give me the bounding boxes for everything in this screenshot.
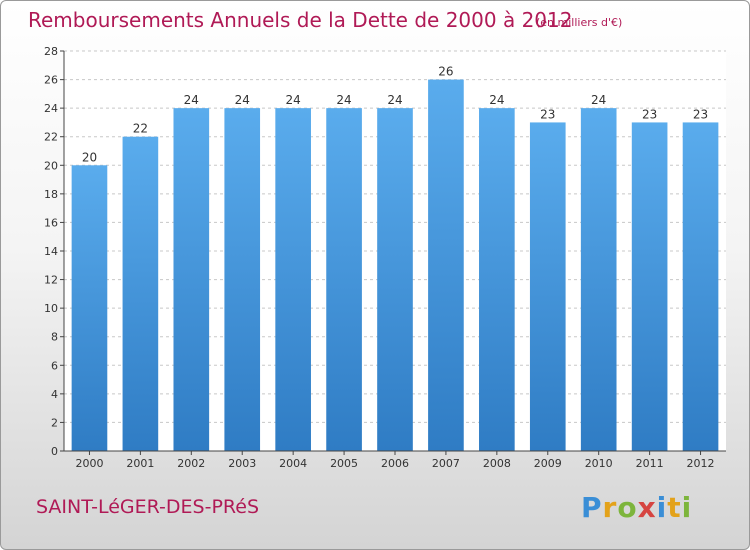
- y-tick-label: 14: [44, 245, 58, 258]
- logo-letter: t: [667, 491, 682, 524]
- bar: [224, 108, 261, 452]
- y-tick-label: 16: [44, 216, 58, 229]
- x-tick-label: 2005: [330, 457, 358, 470]
- logo-letter: P: [581, 491, 603, 524]
- y-tick-label: 24: [44, 102, 58, 115]
- y-tick-label: 0: [51, 445, 58, 458]
- logo-letter: i: [681, 491, 693, 524]
- y-tick-label: 28: [44, 45, 58, 58]
- data-label: 24: [336, 93, 351, 107]
- x-tick-label: 2011: [636, 457, 664, 470]
- data-label: 24: [489, 93, 504, 107]
- y-tick-label: 2: [51, 416, 58, 429]
- chart-title: Remboursements Annuels de la Dette de 20…: [28, 8, 573, 32]
- y-tick-label: 8: [51, 331, 58, 344]
- data-label: 24: [235, 93, 250, 107]
- y-tick-label: 12: [44, 274, 58, 287]
- x-tick-label: 2004: [279, 457, 307, 470]
- x-tick-label: 2010: [585, 457, 613, 470]
- bar: [529, 122, 566, 451]
- data-label: 24: [591, 93, 606, 107]
- bar: [682, 122, 719, 451]
- data-label: 23: [540, 107, 555, 121]
- x-tick-label: 2001: [126, 457, 154, 470]
- data-label: 23: [642, 107, 657, 121]
- data-label: 23: [693, 107, 708, 121]
- data-label: 24: [387, 93, 402, 107]
- x-tick-label: 2000: [75, 457, 103, 470]
- x-tick-label: 2008: [483, 457, 511, 470]
- x-tick-label: 2012: [687, 457, 715, 470]
- x-tick-label: 2009: [534, 457, 562, 470]
- data-label: 24: [286, 93, 301, 107]
- bar: [173, 108, 210, 452]
- city-name: SAINT-LéGER-DES-PRéS: [36, 496, 260, 518]
- bar: [631, 122, 668, 451]
- bar: [479, 108, 515, 452]
- chart-unit: (en milliers d'€): [536, 16, 623, 29]
- y-tick-label: 6: [51, 359, 58, 372]
- x-tick-label: 2006: [381, 457, 409, 470]
- data-label: 22: [133, 122, 148, 136]
- y-tick-label: 22: [44, 131, 58, 144]
- data-label: 26: [438, 65, 453, 79]
- bar: [580, 108, 617, 452]
- bar: [122, 136, 159, 451]
- bar: [428, 79, 464, 452]
- x-tick-label: 2003: [228, 457, 256, 470]
- data-label: 24: [184, 93, 199, 107]
- y-tick-label: 20: [44, 159, 58, 172]
- x-tick-label: 2007: [432, 457, 460, 470]
- logo-letter: x: [637, 491, 657, 524]
- y-tick-label: 4: [51, 388, 58, 401]
- bar: [71, 165, 108, 452]
- bar: [275, 108, 311, 452]
- x-tick-label: 2002: [177, 457, 205, 470]
- data-label: 20: [82, 150, 97, 164]
- logo-letter: r: [602, 491, 618, 524]
- proxiti-logo: Proxiti: [581, 491, 692, 524]
- y-tick-label: 26: [44, 74, 58, 87]
- bar: [326, 108, 362, 452]
- y-tick-label: 10: [44, 302, 58, 315]
- bar: [377, 108, 413, 452]
- logo-letter: o: [617, 491, 638, 524]
- y-tick-label: 18: [44, 188, 58, 201]
- logo-letter: i: [656, 491, 668, 524]
